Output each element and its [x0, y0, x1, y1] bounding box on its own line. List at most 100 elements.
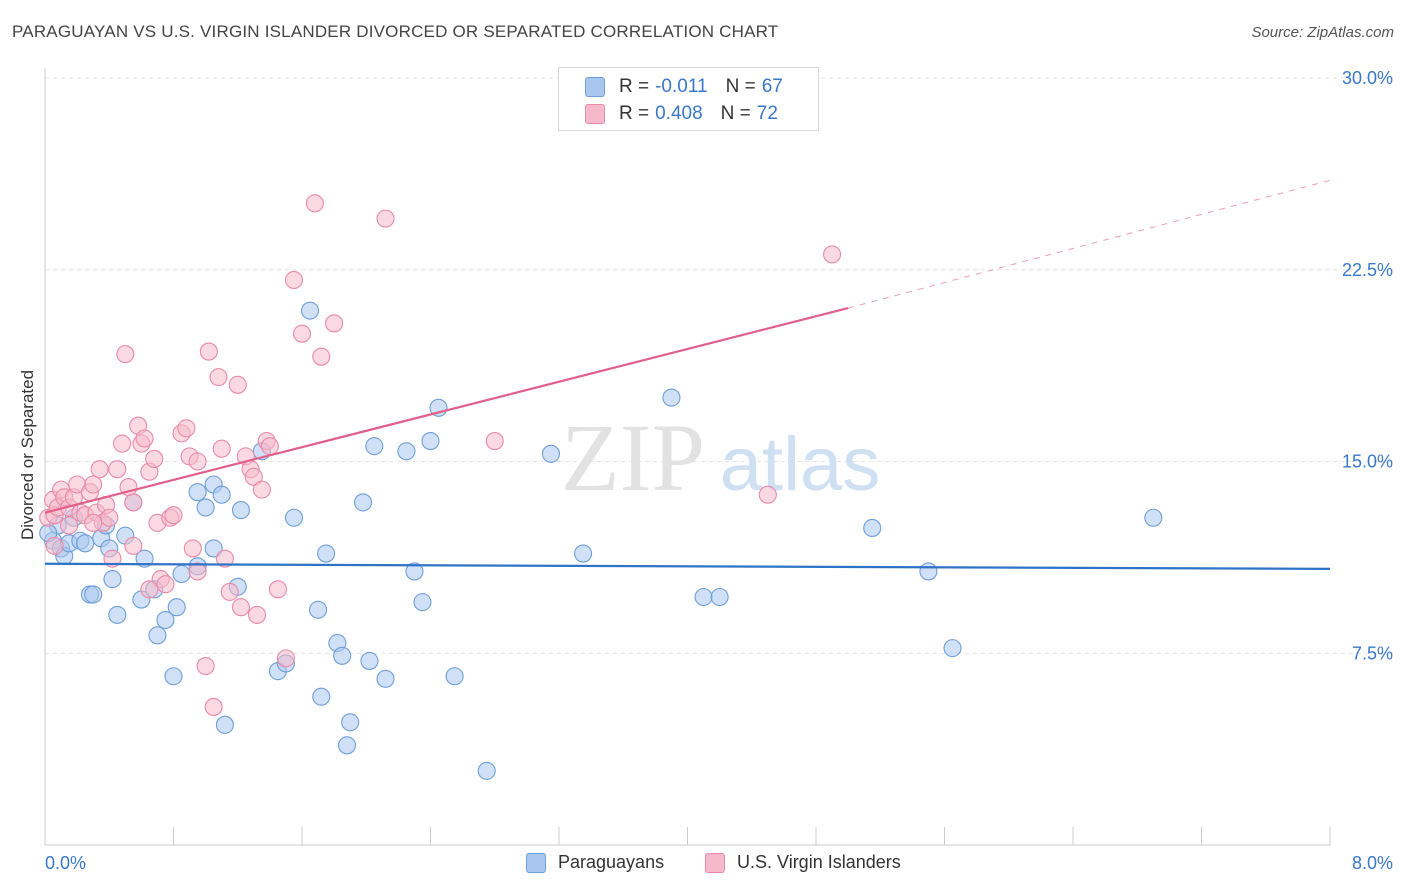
paraguayan-point: [710, 587, 729, 607]
watermark-zip: ZIP: [561, 404, 705, 511]
virgin-islander-point: [90, 460, 109, 479]
legend-item-virgin-islanders[interactable]: U.S. Virgin Islanders: [705, 852, 901, 873]
virgin-islander-point: [823, 245, 842, 264]
virgin-islander-point: [325, 314, 344, 333]
legend-item-label: Paraguayans: [558, 852, 665, 872]
paraguayan-point: [353, 493, 373, 512]
paraguayan-point: [309, 600, 328, 619]
paraguayan-point: [365, 437, 384, 456]
paraguayan-point: [188, 483, 207, 502]
virgin-islander-point: [84, 475, 103, 494]
paraguayan-point: [156, 610, 175, 630]
paraguayan-point: [863, 518, 882, 538]
axis-layer: 7.5% 15.0% 22.5% 30.0% 0.0% 8.0%: [44, 68, 1393, 873]
paraguayan-point: [212, 485, 231, 504]
legend-row-paraguayans: R = -0.011 N = 67: [585, 74, 783, 100]
legend-n-label: N =: [720, 103, 751, 124]
legend-item-label: U.S. Virgin Islanders: [737, 852, 901, 872]
virgin-islander-point: [758, 485, 777, 504]
virgin-islander-point: [140, 580, 159, 599]
paraguayan-point: [312, 687, 331, 706]
virgin-islander-point: [84, 513, 103, 532]
paraguayan-point: [148, 626, 167, 645]
virgin-islander-point: [45, 536, 64, 555]
virgin-islander-point: [156, 575, 175, 594]
paraguayan-point: [167, 598, 186, 617]
paraguayan-point: [919, 562, 938, 581]
paraguayan-point: [943, 639, 962, 658]
paraguayan-point: [341, 713, 360, 732]
virgin-islander-point: [244, 467, 263, 486]
virgin-islander-point: [247, 605, 267, 624]
paraguayan-point: [421, 431, 440, 451]
legend-r-label: R =: [619, 103, 650, 124]
points-layer: [39, 194, 1163, 780]
virgin-islander-point: [305, 194, 324, 213]
virgin-islander-point: [228, 375, 247, 394]
paraguayan-point: [204, 539, 223, 558]
virgin-islander-point: [209, 368, 228, 387]
paraguayan-point: [445, 667, 464, 686]
paraguayan-point: [196, 498, 215, 517]
virgin-islander-point: [252, 480, 271, 499]
legend-r-label: R =: [619, 76, 650, 97]
virgin-islander-point: [135, 429, 154, 448]
paraguayan-point: [76, 534, 95, 553]
virgin-islander-point: [103, 549, 122, 568]
virgin-islander-point: [164, 506, 183, 525]
virgin-islander-point: [177, 419, 196, 438]
virgin-islander-point: [124, 493, 143, 512]
y-tick-label: 15.0%: [1342, 452, 1393, 472]
paraguayan-point: [662, 388, 681, 407]
x-tick-label: 0.0%: [45, 853, 86, 873]
paraguayan-point: [108, 605, 127, 624]
virgin-islander-point: [124, 536, 143, 555]
virgin-islander-point: [100, 508, 119, 527]
pink-swatch-icon: [585, 104, 605, 124]
paraguayan-point: [413, 593, 432, 612]
virgin-islander-point: [188, 562, 207, 581]
virgin-islander-point: [231, 598, 251, 617]
virgin-islander-point: [108, 460, 127, 479]
chart-title: PARAGUAYAN VS U.S. VIRGIN ISLANDER DIVOR…: [12, 22, 779, 41]
series-legend: Paraguayans U.S. Virgin Islanders: [0, 852, 1406, 878]
paraguayan-point: [284, 508, 304, 527]
source-note: Source: ZipAtlas.com: [1251, 24, 1394, 41]
grid-layer: [45, 77, 1393, 654]
virgin-islander-point: [204, 697, 223, 716]
virgin-islander-trendline-extension: [847, 179, 1331, 309]
paraguayan-point: [333, 646, 352, 665]
y-tick-label: 7.5%: [1352, 643, 1393, 663]
virgin-islander-point: [284, 270, 304, 290]
virgin-islander-point: [485, 431, 504, 451]
paraguayan-point: [231, 501, 251, 520]
legend-n-value: 72: [756, 103, 778, 124]
paraguayan-point: [164, 667, 183, 686]
legend-item-paraguayans[interactable]: Paraguayans: [526, 852, 664, 873]
paraguayan-point: [215, 715, 234, 734]
paraguayan-point: [84, 585, 103, 604]
x-tick-label: 8.0%: [1352, 853, 1393, 873]
virgin-islander-trendline: [44, 307, 849, 514]
virgin-islander-point: [220, 582, 239, 601]
pink-swatch-icon: [705, 852, 725, 873]
paraguayan-point: [337, 736, 357, 755]
legend-r-value: 0.408: [655, 103, 703, 124]
paraguayan-point: [135, 549, 154, 568]
paraguayan-point: [317, 544, 336, 563]
virgin-islander-point: [199, 342, 218, 361]
virgin-islander-point: [276, 649, 295, 668]
virgin-islander-point: [268, 580, 287, 599]
paraguayan-point: [541, 444, 561, 463]
paraguayan-point: [376, 669, 395, 688]
virgin-islander-point: [116, 345, 135, 364]
virgin-islander-point: [215, 549, 234, 568]
y-axis-label: Divorced or Separated: [18, 370, 37, 540]
virgin-islander-point: [183, 539, 202, 558]
virgin-islander-point: [260, 437, 279, 456]
correlation-legend: R = -0.011 N = 67 R = 0.408 N = 72: [558, 67, 819, 131]
legend-row-virgin-islanders: R = 0.408 N = 72: [585, 101, 778, 127]
virgin-islander-point: [212, 439, 231, 458]
paraguayan-point: [172, 564, 191, 584]
